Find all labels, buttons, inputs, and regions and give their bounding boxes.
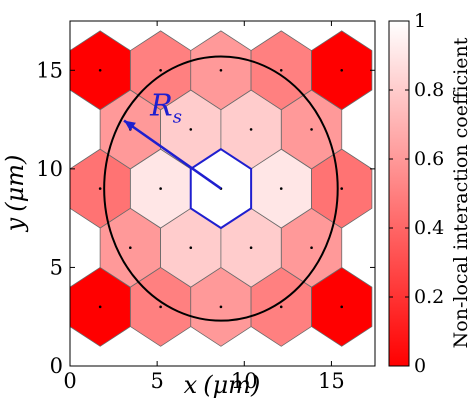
cell-center-dot (279, 305, 283, 309)
cell-center-dot (219, 68, 223, 72)
x-axis-label: x (μm) (184, 371, 261, 399)
cell-center-dot (159, 305, 162, 309)
colorbar-tick-label: 0.8 (414, 79, 444, 101)
cell-center-dot (279, 187, 283, 190)
colorbar-tick-label: 0.6 (414, 148, 444, 170)
cell-center-dot (249, 246, 253, 250)
cell-center-dot (310, 128, 313, 131)
y-tick-label: 15 (36, 58, 63, 82)
radius-label: Rs (149, 89, 182, 128)
x-axis-ticks: 0 5 10 15 (63, 21, 345, 393)
colorbar-tick-label: 1 (414, 10, 426, 32)
cell-center-dot (340, 305, 344, 309)
cell-center-dot (340, 68, 344, 72)
radius-label-main: R (149, 89, 173, 124)
cell-center-dot (189, 246, 193, 250)
cell-center-dot (219, 305, 223, 309)
colorbar (388, 20, 410, 367)
x-tick-label: 0 (63, 369, 76, 393)
radius-arrow-head (124, 120, 136, 131)
x-tick-label: 5 (150, 369, 163, 393)
cell-center-dot (98, 305, 102, 309)
y-tick-label: 10 (36, 157, 63, 181)
colorbar-tick-label: 0.4 (414, 217, 444, 239)
y-axis-ticks: 0 5 10 15 (36, 58, 375, 378)
cell-center-dot (159, 68, 162, 72)
cell-center-dot (98, 187, 102, 190)
interaction-radius-circle (103, 55, 339, 322)
cell-center-dot (159, 187, 162, 190)
radius-label-sub: s (173, 107, 182, 128)
cell-center-dot (98, 68, 102, 72)
cell-center-dot (189, 128, 193, 131)
plot-frame (69, 20, 376, 367)
cell-center-dot (249, 128, 253, 131)
cell-center-dot (340, 187, 344, 190)
y-axis-label: y (μm) (1, 155, 29, 233)
x-tick-label: 15 (318, 369, 345, 393)
y-axis-label-var: y (1, 217, 29, 232)
x-axis-label-unit: (μm) (203, 371, 260, 399)
x-tick-label: 10 (231, 369, 258, 393)
colorbar-ticks: 0 0.2 0.4 0.6 0.8 1 (389, 10, 444, 377)
cell-center-dot (310, 246, 313, 250)
x-axis-label-var: x (184, 371, 198, 399)
cell-center-dot (279, 68, 283, 72)
y-tick-label: 0 (50, 354, 63, 378)
overlay: Rs (103, 55, 339, 322)
y-axis-label-unit: (μm) (1, 155, 29, 212)
colorbar-tick-label: 0 (414, 355, 426, 377)
cell-center-dot (129, 246, 132, 250)
y-tick-label: 5 (50, 255, 63, 279)
colorbar-label: Non-local interaction coefficient (450, 37, 472, 348)
radius-arrow-line (123, 119, 222, 190)
colorbar-tick-label: 0.2 (414, 286, 444, 308)
